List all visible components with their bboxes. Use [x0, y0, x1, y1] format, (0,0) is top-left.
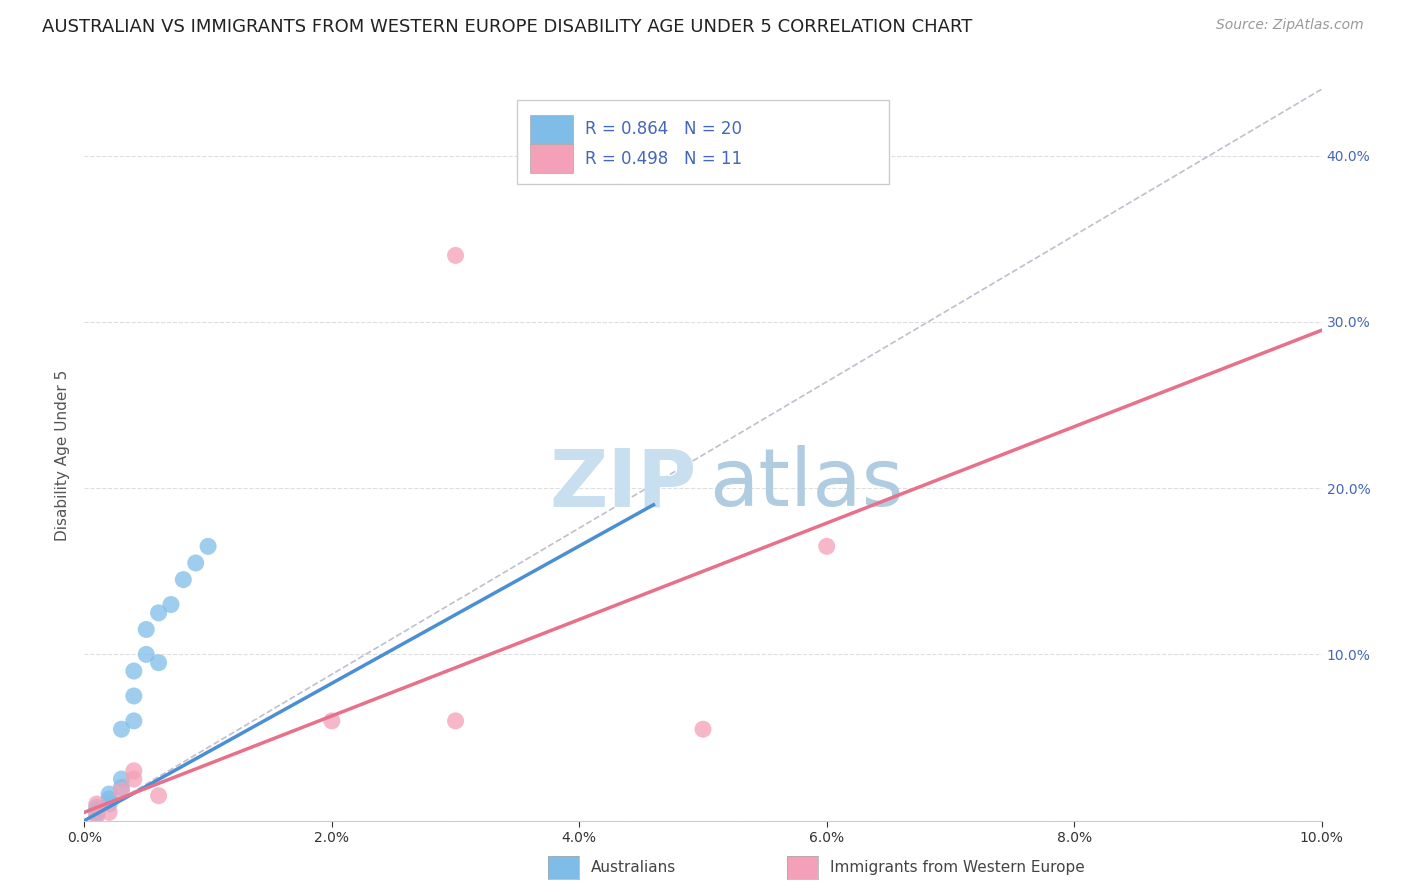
Point [122, 689, 145, 703]
Point [122, 764, 145, 778]
Point [692, 723, 714, 737]
Point [86, 797, 108, 811]
Point [110, 780, 132, 795]
Text: AUSTRALIAN VS IMMIGRANTS FROM WESTERN EUROPE DISABILITY AGE UNDER 5 CORRELATION : AUSTRALIAN VS IMMIGRANTS FROM WESTERN EU… [42, 18, 973, 36]
Point [148, 606, 170, 620]
Point [98, 792, 121, 806]
Point [86, 807, 108, 822]
Point [184, 556, 207, 570]
Point [86, 804, 108, 818]
FancyBboxPatch shape [530, 144, 574, 173]
Text: Source: ZipAtlas.com: Source: ZipAtlas.com [1216, 18, 1364, 32]
Point [98, 787, 121, 801]
Point [122, 772, 145, 786]
Point [160, 598, 183, 612]
Point [197, 539, 219, 553]
Point [815, 539, 838, 553]
Text: ZIP: ZIP [550, 445, 697, 524]
Point [444, 714, 467, 728]
Text: Immigrants from Western Europe: Immigrants from Western Europe [830, 861, 1084, 875]
Point [110, 783, 132, 797]
Text: Australians: Australians [591, 861, 676, 875]
Point [148, 789, 170, 803]
Point [135, 623, 157, 637]
Point [148, 656, 170, 670]
Point [321, 714, 343, 728]
Point [98, 805, 121, 820]
Text: atlas: atlas [709, 445, 904, 524]
Point [110, 772, 132, 786]
Point [86, 800, 108, 814]
Point [86, 808, 108, 822]
FancyBboxPatch shape [517, 100, 889, 185]
Point [444, 248, 467, 262]
Point [172, 573, 194, 587]
Point [98, 797, 121, 811]
Point [122, 714, 145, 728]
Y-axis label: Disability Age Under 5: Disability Age Under 5 [55, 369, 70, 541]
FancyBboxPatch shape [530, 115, 574, 144]
Point [122, 664, 145, 678]
Point [135, 648, 157, 662]
Point [110, 723, 132, 737]
Text: R = 0.498   N = 11: R = 0.498 N = 11 [585, 150, 754, 168]
Text: R = 0.864   N = 20: R = 0.864 N = 20 [585, 120, 742, 138]
